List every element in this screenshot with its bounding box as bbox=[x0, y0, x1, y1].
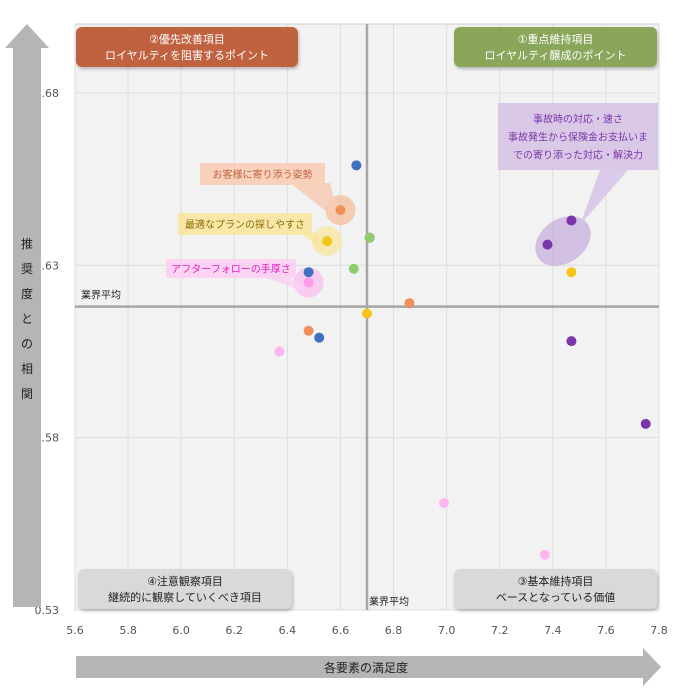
y-axis-title-char: 奨 bbox=[21, 262, 33, 276]
data-point bbox=[335, 205, 346, 216]
data-point bbox=[364, 232, 375, 243]
avg-label-horizontal: 業界平均 bbox=[81, 289, 121, 302]
quadrant-title-q2: ②優先改善項目 bbox=[149, 32, 225, 46]
y-axis-arrow bbox=[5, 24, 49, 607]
data-point bbox=[274, 346, 285, 357]
data-point bbox=[539, 549, 550, 560]
data-point bbox=[314, 332, 325, 343]
quadrant-box-q4 bbox=[78, 569, 292, 609]
quadrant-box-q1 bbox=[454, 27, 657, 67]
connector-2 bbox=[300, 233, 326, 252]
quadrant-subtitle-q3: ベースとなっている価値 bbox=[496, 591, 616, 604]
annotation-box bbox=[166, 259, 296, 278]
data-point bbox=[542, 239, 553, 250]
y-axis-title-char: の bbox=[21, 337, 33, 351]
data-point bbox=[303, 277, 314, 288]
quadrant-box-q3 bbox=[454, 569, 657, 609]
annotation-text: アフターフォローの手厚さ bbox=[171, 263, 290, 276]
data-point bbox=[362, 308, 372, 319]
annotation-connectors bbox=[255, 170, 628, 292]
y-axis-title-char: と bbox=[21, 312, 33, 326]
data-point bbox=[566, 267, 577, 278]
data-point bbox=[303, 325, 314, 336]
x-tick-label: 7.6 bbox=[597, 624, 615, 637]
data-point bbox=[404, 298, 415, 309]
y-axis-title-char: 推 bbox=[21, 237, 33, 251]
x-tick-label: 6.0 bbox=[172, 624, 190, 637]
data-point bbox=[351, 160, 362, 171]
y-tick-label: 0.53 bbox=[35, 604, 60, 617]
quadrant-box-q2 bbox=[76, 27, 298, 67]
y-axis-title-char: 関 bbox=[21, 387, 33, 401]
highlight-ellipse-purple bbox=[535, 216, 591, 266]
x-axis-title: 各要素の満足度 bbox=[324, 660, 408, 675]
x-tick-label: 6.4 bbox=[279, 624, 297, 637]
quadrant-subtitle-q1: ロイヤルティ醸成のポイント bbox=[484, 49, 626, 62]
annotation-box bbox=[498, 103, 658, 170]
x-tick-label: 7.8 bbox=[650, 624, 668, 637]
annotation-box bbox=[200, 163, 325, 185]
y-axis-title-char: 度 bbox=[21, 286, 33, 301]
data-points bbox=[274, 160, 651, 560]
x-tick-label: 6.8 bbox=[385, 624, 403, 637]
annotation-text: 最適なプランの探しやすさ bbox=[185, 218, 305, 231]
data-point bbox=[566, 215, 577, 226]
data-point bbox=[303, 267, 314, 278]
data-point bbox=[348, 263, 359, 274]
quadrant-title-q1: ①重点維持項目 bbox=[518, 32, 594, 46]
connector-1 bbox=[290, 183, 340, 222]
annotation-box bbox=[178, 213, 312, 235]
data-point bbox=[322, 236, 333, 247]
connector-4 bbox=[580, 170, 628, 225]
quadrant-subtitle-q4: 継続的に観察していくべき項目 bbox=[108, 590, 262, 604]
annotation-text: での寄り添った対応・解決力 bbox=[513, 149, 643, 162]
x-axis-arrow bbox=[76, 648, 661, 686]
data-point bbox=[640, 418, 651, 429]
x-tick-label: 6.2 bbox=[226, 624, 244, 637]
quadrant-title-q4: ④注意観察項目 bbox=[147, 574, 223, 588]
x-tick-label: 5.8 bbox=[119, 624, 137, 637]
quadrant-title-q3: ③基本維持項目 bbox=[518, 574, 594, 588]
x-tick-label: 6.6 bbox=[332, 624, 350, 637]
annotation-text: お客様に寄り添う姿勢 bbox=[213, 168, 313, 181]
y-axis-title-char: 相 bbox=[21, 362, 33, 376]
avg-label-vertical: 業界平均 bbox=[369, 595, 409, 608]
x-tick-label: 7.2 bbox=[491, 624, 509, 637]
annotation-text: 事故発生から保険金お支払いま bbox=[508, 131, 648, 144]
quadrant-subtitle-q2: ロイヤルティを阻害するポイント bbox=[105, 48, 269, 62]
x-tick-label: 5.6 bbox=[66, 624, 84, 637]
x-tick-label: 7.0 bbox=[438, 624, 456, 637]
data-point bbox=[566, 336, 577, 347]
annotation-text: 事故時の対応・速さ bbox=[533, 113, 623, 126]
connector-3 bbox=[255, 274, 306, 292]
x-tick-labels: 5.6 5.8 6.0 6.2 6.4 6.6 6.8 7.0 7.2 7.4 7.6 7.8 bbox=[66, 624, 668, 637]
x-tick-label: 7.4 bbox=[544, 624, 562, 637]
data-point bbox=[438, 498, 449, 509]
